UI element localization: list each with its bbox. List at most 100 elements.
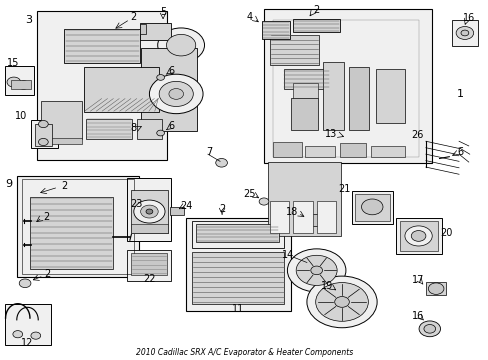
Bar xyxy=(21,179,134,274)
Text: 6: 6 xyxy=(456,147,462,157)
Bar xyxy=(169,207,183,215)
Text: 19: 19 xyxy=(321,281,333,291)
Bar xyxy=(141,48,196,131)
Text: 16: 16 xyxy=(462,13,474,23)
Circle shape xyxy=(19,279,31,288)
Text: 2: 2 xyxy=(44,269,51,279)
Bar xyxy=(451,21,477,45)
Text: 15: 15 xyxy=(6,58,19,68)
Bar xyxy=(348,67,368,130)
Text: 2: 2 xyxy=(130,12,136,22)
Circle shape xyxy=(141,205,158,218)
Text: 2: 2 xyxy=(312,5,319,15)
Bar xyxy=(370,146,405,157)
Bar xyxy=(269,201,289,233)
Circle shape xyxy=(259,198,268,205)
Bar xyxy=(195,224,278,242)
Circle shape xyxy=(423,324,435,333)
Text: 1: 1 xyxy=(456,89,463,99)
Bar xyxy=(4,66,34,95)
Bar xyxy=(191,252,284,304)
Circle shape xyxy=(157,75,164,80)
Bar xyxy=(11,80,31,89)
Bar xyxy=(307,215,326,226)
Text: 13: 13 xyxy=(324,129,336,139)
Bar xyxy=(395,219,441,253)
Bar xyxy=(399,221,437,251)
Circle shape xyxy=(460,30,468,36)
Text: 24: 24 xyxy=(180,201,192,211)
Bar xyxy=(131,190,167,233)
Bar xyxy=(37,12,167,160)
Bar xyxy=(293,201,312,233)
Text: 8: 8 xyxy=(130,123,136,133)
Circle shape xyxy=(410,230,425,241)
Bar xyxy=(261,22,289,40)
Bar xyxy=(316,201,335,233)
Bar xyxy=(425,282,446,296)
Text: 14: 14 xyxy=(282,250,294,260)
Circle shape xyxy=(315,283,367,321)
Circle shape xyxy=(13,330,22,338)
Bar xyxy=(264,9,431,163)
Circle shape xyxy=(159,81,193,107)
Text: 20: 20 xyxy=(440,228,452,238)
Circle shape xyxy=(146,209,153,214)
Bar xyxy=(83,67,159,112)
Circle shape xyxy=(427,283,443,294)
Bar xyxy=(351,192,392,224)
Bar xyxy=(140,23,171,40)
Bar xyxy=(127,178,171,241)
Bar xyxy=(283,69,329,89)
Circle shape xyxy=(134,200,164,223)
Text: 6: 6 xyxy=(168,66,174,76)
Circle shape xyxy=(404,226,431,246)
Text: 12: 12 xyxy=(21,338,34,348)
Circle shape xyxy=(310,266,322,275)
Bar xyxy=(41,138,82,144)
Text: 2010 Cadillac SRX A/C Evaporator & Heater Components: 2010 Cadillac SRX A/C Evaporator & Heate… xyxy=(136,348,352,357)
Bar xyxy=(269,35,318,65)
Circle shape xyxy=(157,130,164,136)
Bar xyxy=(140,24,146,34)
Circle shape xyxy=(287,249,345,292)
Circle shape xyxy=(215,158,227,167)
Circle shape xyxy=(418,321,440,337)
Circle shape xyxy=(149,74,203,114)
Bar xyxy=(305,146,334,157)
Bar xyxy=(35,124,52,145)
Bar xyxy=(339,143,366,157)
Circle shape xyxy=(31,332,41,339)
Bar xyxy=(293,83,317,98)
Bar xyxy=(375,69,405,123)
Text: 26: 26 xyxy=(410,130,423,140)
Bar xyxy=(127,249,171,281)
Circle shape xyxy=(39,121,48,128)
Circle shape xyxy=(306,276,376,328)
Text: 3: 3 xyxy=(25,15,32,26)
Circle shape xyxy=(361,199,382,215)
Bar xyxy=(137,119,161,139)
Bar xyxy=(64,30,140,63)
Bar xyxy=(131,224,167,233)
Bar xyxy=(185,218,290,311)
Bar xyxy=(86,119,132,139)
Text: 6: 6 xyxy=(168,121,174,131)
Bar xyxy=(293,19,339,32)
Bar xyxy=(290,98,317,130)
Text: 5: 5 xyxy=(160,7,166,17)
Bar xyxy=(267,162,340,235)
Bar xyxy=(354,194,389,221)
Bar xyxy=(30,197,113,269)
Text: 9: 9 xyxy=(5,179,12,189)
Bar xyxy=(4,304,51,345)
Bar xyxy=(322,62,344,130)
Text: 4: 4 xyxy=(246,12,252,22)
Bar xyxy=(272,142,302,157)
Text: 23: 23 xyxy=(130,199,142,210)
Bar xyxy=(31,120,58,148)
Text: 22: 22 xyxy=(143,274,155,284)
Text: 21: 21 xyxy=(338,184,350,194)
Text: 2: 2 xyxy=(219,204,225,215)
Text: 7: 7 xyxy=(206,147,212,157)
